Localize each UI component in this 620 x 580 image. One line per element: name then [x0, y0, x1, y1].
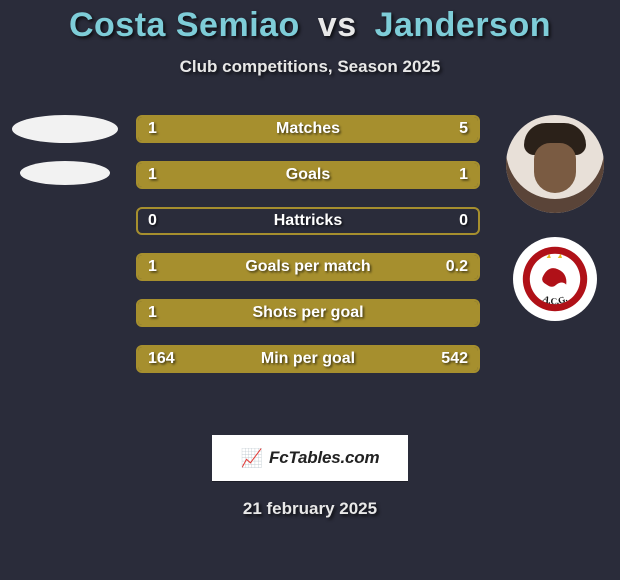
stat-row: 164 542 Min per goal [136, 345, 480, 373]
stat-fill-left [138, 255, 421, 279]
stat-value-left: 1 [138, 301, 167, 325]
stat-row: 0 0 Hattricks [136, 207, 480, 235]
stat-value-left: 0 [138, 209, 167, 233]
stat-value-right: 5 [449, 117, 478, 141]
stat-row: 1 1 Goals [136, 161, 480, 189]
club-badge-icon: A.C.G. [520, 244, 590, 314]
brand-chart-icon: 📈 [241, 448, 263, 469]
brand-badge: 📈 FcTables.com [212, 435, 408, 481]
stat-value-right: 1 [449, 163, 478, 187]
stat-value-right: 542 [431, 347, 478, 371]
stat-value-left: 164 [138, 347, 185, 371]
subtitle: Club competitions, Season 2025 [0, 57, 620, 77]
right-player-column: A.C.G. [490, 107, 620, 321]
stat-fill-left [138, 301, 478, 325]
stat-value-right [458, 301, 478, 325]
right-club-badge: A.C.G. [513, 237, 597, 321]
stat-value-right: 0 [449, 209, 478, 233]
left-player-column [0, 107, 130, 185]
left-player-avatar-placeholder [12, 115, 118, 143]
stat-value-right: 0.2 [436, 255, 478, 279]
stat-row: 1 0.2 Goals per match [136, 253, 480, 281]
comparison-card: Costa Semiao vs Janderson Club competiti… [0, 0, 620, 580]
content-area: A.C.G. 1 5 Matches 1 1 Goals [0, 107, 620, 407]
stat-value-left: 1 [138, 255, 167, 279]
stat-row: 1 5 Matches [136, 115, 480, 143]
stat-value-left: 1 [138, 117, 167, 141]
player2-name: Janderson [375, 6, 551, 44]
date-line: 21 february 2025 [0, 499, 620, 519]
left-club-badge-placeholder [20, 161, 110, 185]
stat-label: Hattricks [138, 209, 478, 233]
player1-name: Costa Semiao [69, 6, 300, 44]
stat-bars: 1 5 Matches 1 1 Goals 0 0 Hattricks [136, 107, 480, 373]
stat-fill-right [195, 117, 478, 141]
brand-text: FcTables.com [269, 448, 379, 468]
right-player-avatar [506, 115, 604, 213]
stat-value-left: 1 [138, 163, 167, 187]
page-title: Costa Semiao vs Janderson [0, 0, 620, 45]
stat-row: 1 Shots per goal [136, 299, 480, 327]
title-vs: vs [318, 6, 357, 44]
